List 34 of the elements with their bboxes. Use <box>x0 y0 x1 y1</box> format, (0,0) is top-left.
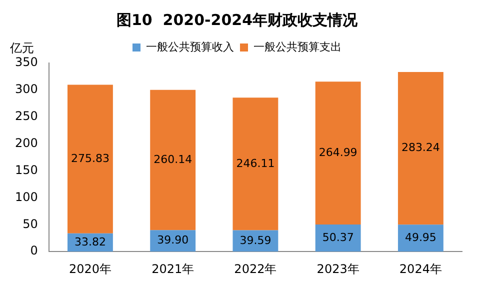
y-tick-label: 100 <box>15 190 38 204</box>
y-tick-label: 250 <box>15 109 38 124</box>
data-label: 275.83 <box>70 152 110 165</box>
data-label: 39.59 <box>240 234 272 247</box>
bar <box>232 98 278 230</box>
x-tick-label: 2020年 <box>68 262 112 276</box>
chart-title: 图10 2020-2024年财政收支情况 <box>116 10 359 29</box>
bar <box>398 224 444 252</box>
y-tick-label: 150 <box>15 162 38 177</box>
data-label: 260.14 <box>154 152 192 166</box>
bar <box>315 82 361 224</box>
data-label: 39.90 <box>157 234 189 247</box>
legend-label: 一般公共预算支出 <box>254 40 342 54</box>
data-label: 246.11 <box>236 156 275 170</box>
legend-label: 一般公共预算收入 <box>146 40 234 54</box>
x-tick-label: 2023年 <box>316 262 360 276</box>
data-label: 264.99 <box>318 146 358 159</box>
data-label: 33.82 <box>74 235 106 248</box>
y-axis-title: 亿元 <box>9 41 34 56</box>
y-tick-label: 0 <box>30 244 38 258</box>
data-label: 283.24 <box>401 141 440 154</box>
x-tick-label: 2024年 <box>399 262 442 276</box>
data-label: 50.37 <box>322 230 354 244</box>
bar <box>398 72 444 225</box>
y-tick-label: 300 <box>15 82 38 96</box>
x-tick-label: 2022年 <box>234 262 277 276</box>
data-label: 49.95 <box>404 231 436 244</box>
y-tick-label: 200 <box>15 136 38 150</box>
bar <box>315 224 361 252</box>
y-tick-label: 350 <box>15 55 38 70</box>
bar <box>67 84 113 234</box>
y-tick-label: 50 <box>22 216 38 231</box>
x-tick-label: 2021年 <box>152 262 194 276</box>
bar <box>150 90 196 230</box>
